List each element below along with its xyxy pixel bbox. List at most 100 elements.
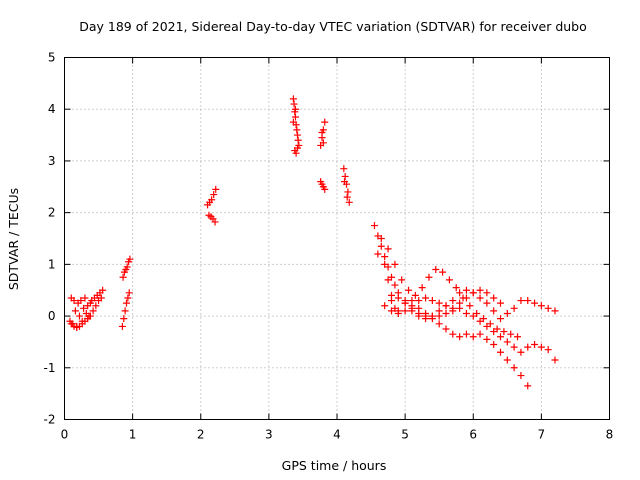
data-point — [503, 338, 511, 346]
data-point — [293, 126, 301, 134]
data-point — [510, 343, 518, 351]
data-point — [71, 307, 79, 315]
data-point — [551, 356, 559, 364]
data-point — [340, 178, 348, 186]
data-point — [479, 315, 487, 323]
data-point — [442, 325, 450, 333]
data-point — [503, 356, 511, 364]
data-point — [510, 364, 518, 372]
data-point — [345, 198, 353, 206]
data-point — [428, 312, 436, 320]
data-point — [415, 304, 423, 312]
data-point — [517, 372, 525, 380]
data-point — [500, 328, 508, 336]
data-point — [341, 172, 349, 180]
data-point — [291, 105, 299, 113]
data-point — [462, 330, 470, 338]
data-point — [119, 273, 127, 281]
x-tick-label: 8 — [606, 428, 614, 442]
data-point — [483, 289, 491, 297]
data-point — [121, 307, 129, 315]
data-point — [497, 299, 504, 307]
data-point — [340, 165, 348, 173]
data-point — [384, 276, 392, 284]
data-point — [497, 333, 504, 341]
data-point — [486, 320, 494, 328]
x-tick-label: 4 — [333, 428, 341, 442]
data-point — [490, 294, 498, 302]
data-point — [469, 333, 477, 341]
y-tick-label: -1 — [44, 361, 56, 375]
data-point — [391, 260, 399, 268]
data-point — [452, 284, 460, 292]
y-tick-label: 4 — [48, 102, 56, 116]
data-point — [493, 325, 501, 333]
data-point — [289, 118, 297, 126]
data-point — [89, 307, 97, 315]
data-point — [476, 294, 484, 302]
data-point — [294, 136, 302, 144]
data-point — [319, 139, 327, 147]
plot-frame — [64, 57, 610, 420]
x-tick-label: 1 — [129, 428, 137, 442]
grid-lines — [64, 57, 610, 420]
data-point — [456, 333, 464, 341]
data-point — [381, 302, 389, 310]
x-tick-label: 3 — [265, 428, 273, 442]
data-point — [439, 268, 447, 276]
data-point — [442, 309, 450, 317]
data-point — [289, 95, 297, 103]
data-point — [411, 291, 419, 299]
y-axis-label: SDTVAR / TECUs — [6, 188, 21, 290]
data-point — [466, 302, 474, 310]
data-point — [476, 286, 484, 294]
x-tick-label: 5 — [401, 428, 409, 442]
data-point — [125, 289, 133, 297]
data-point — [517, 348, 525, 356]
data-point — [293, 131, 301, 139]
y-tick-label: 5 — [48, 51, 56, 65]
data-point — [75, 312, 83, 320]
data-point — [388, 291, 395, 299]
data-point — [401, 307, 409, 315]
data-point — [118, 322, 126, 330]
data-point — [398, 276, 406, 284]
data-point — [435, 299, 443, 307]
data-point — [292, 149, 300, 157]
data-point — [537, 343, 545, 351]
data-point — [531, 299, 539, 307]
data-point — [435, 320, 443, 328]
data-point — [469, 289, 477, 297]
data-point — [86, 312, 94, 320]
data-point — [370, 222, 378, 230]
data-point — [374, 250, 382, 258]
data-point — [456, 289, 464, 297]
data-point — [99, 286, 107, 294]
data-point — [490, 307, 498, 315]
data-point — [476, 330, 484, 338]
data-point — [377, 235, 385, 242]
y-tick-label: 1 — [48, 257, 56, 271]
y-tick-label: -2 — [44, 413, 56, 427]
data-point — [524, 297, 532, 305]
data-point — [388, 307, 395, 315]
data-point — [211, 218, 219, 226]
x-tick-label: 6 — [469, 428, 477, 442]
data-point — [432, 266, 440, 274]
data-point — [293, 144, 301, 152]
data-point — [290, 100, 298, 108]
data-point — [120, 315, 128, 323]
data-point — [531, 341, 539, 349]
data-point — [514, 333, 522, 341]
x-tick-label: 0 — [61, 428, 69, 442]
data-point — [422, 315, 430, 323]
data-point — [415, 297, 423, 305]
data-point — [122, 299, 130, 307]
data-point — [381, 253, 389, 261]
x-axis-label: GPS time / hours — [282, 458, 387, 473]
data-point — [123, 263, 131, 271]
data-point — [384, 245, 392, 253]
data-point — [208, 196, 216, 204]
data-point — [80, 304, 88, 312]
